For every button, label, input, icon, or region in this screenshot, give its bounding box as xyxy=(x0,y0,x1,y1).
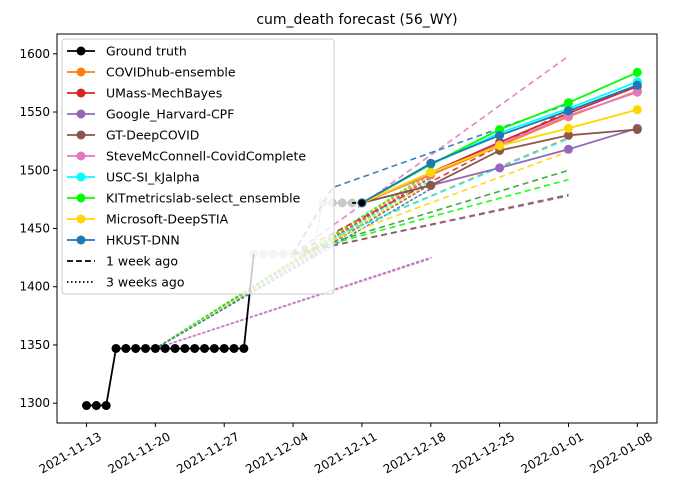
ground-truth-point xyxy=(121,343,131,353)
series-point xyxy=(632,125,642,135)
series-point xyxy=(495,163,505,173)
legend-marker xyxy=(76,151,86,161)
ground-truth-grey-point xyxy=(347,198,357,208)
truth-black-layer xyxy=(82,199,366,411)
ground-truth-grey-point xyxy=(337,198,347,208)
legend-label: GT-DeepCOVID xyxy=(106,128,199,143)
legend-label: 3 weeks ago xyxy=(106,275,185,290)
series-point xyxy=(426,180,436,190)
forecast-1wk-line xyxy=(292,178,569,255)
legend: Ground truth COVIDhub-ensemble UMass-MechB… xyxy=(61,38,335,295)
ground-truth-point xyxy=(131,343,141,353)
ground-truth-point xyxy=(150,343,160,353)
ground-truth-point xyxy=(180,343,190,353)
legend-marker xyxy=(76,193,86,203)
y-tick-label: 1500 xyxy=(19,163,50,177)
y-tick-label: 1300 xyxy=(19,396,50,410)
ground-truth-point xyxy=(219,343,229,353)
series-point xyxy=(563,106,573,116)
legend-label: SteveMcConnell-CovidComplete xyxy=(106,149,306,164)
y-tick-label: 1600 xyxy=(19,47,50,61)
forecast-3wk-line xyxy=(154,188,432,350)
forecast-1wk-line xyxy=(292,55,569,255)
forecast-3wk-line xyxy=(154,171,432,350)
legend-marker xyxy=(76,88,86,98)
ground-truth-point xyxy=(111,343,121,353)
ground-truth-point xyxy=(239,343,249,353)
series-point xyxy=(495,141,505,151)
y-tick-label: 1350 xyxy=(19,338,50,352)
legend-marker xyxy=(76,46,86,56)
series-point xyxy=(495,130,505,140)
series-layer xyxy=(357,67,642,208)
legend-label: HKUST-DNN xyxy=(106,233,180,248)
ground-truth-point xyxy=(209,343,219,353)
y-tick-label: 1450 xyxy=(19,222,50,236)
ground-truth-point xyxy=(190,343,200,353)
legend-marker xyxy=(76,130,86,140)
series-point xyxy=(426,168,436,178)
series-point xyxy=(563,123,573,133)
legend-label: UMass-MechBayes xyxy=(106,86,222,101)
ground-truth-point xyxy=(170,343,180,353)
plot-frame xyxy=(56,33,658,424)
legend-label: 1 week ago xyxy=(106,254,178,269)
forecast-1wk-line xyxy=(292,169,569,255)
ground-truth-point xyxy=(200,343,210,353)
series-point xyxy=(632,105,642,115)
series-point xyxy=(563,130,573,140)
legend-label: USC-SI_kJalpha xyxy=(106,170,200,185)
legend-label: Microsoft-DeepSTIA xyxy=(106,212,229,227)
y-tick-label: 1550 xyxy=(19,105,50,119)
series-point xyxy=(632,80,642,90)
forecast-3wk-line xyxy=(154,257,432,350)
ground-truth-current-point xyxy=(358,199,366,207)
legend-label: KITmetricslab-select_ensemble xyxy=(106,191,301,206)
legend-marker xyxy=(76,172,86,182)
ground-truth-point xyxy=(91,401,101,411)
legend-marker xyxy=(76,235,86,245)
ground-truth-point xyxy=(82,401,92,411)
legend-label: COVIDhub-ensemble xyxy=(106,65,236,80)
series-point xyxy=(563,98,573,108)
chart-title: cum_death forecast (56_WY) xyxy=(256,12,457,28)
legend-label: Ground truth xyxy=(106,44,187,59)
legend-box xyxy=(61,38,335,295)
y-tick-label: 1400 xyxy=(19,280,50,294)
series-point xyxy=(632,87,642,97)
ground-truth-point xyxy=(141,343,151,353)
forecast-1wk-line xyxy=(292,193,569,255)
series-point xyxy=(563,144,573,154)
legend-marker xyxy=(76,109,86,119)
forecast-1wk-line xyxy=(292,150,569,255)
series-point xyxy=(426,158,436,168)
legend-marker xyxy=(76,214,86,224)
legend-marker xyxy=(76,67,86,77)
ground-truth-point xyxy=(160,343,170,353)
legend-label: Google_Harvard-CPF xyxy=(106,107,234,122)
ground-truth-point xyxy=(101,401,111,411)
series-point xyxy=(632,67,642,77)
ground-truth-point xyxy=(229,343,239,353)
